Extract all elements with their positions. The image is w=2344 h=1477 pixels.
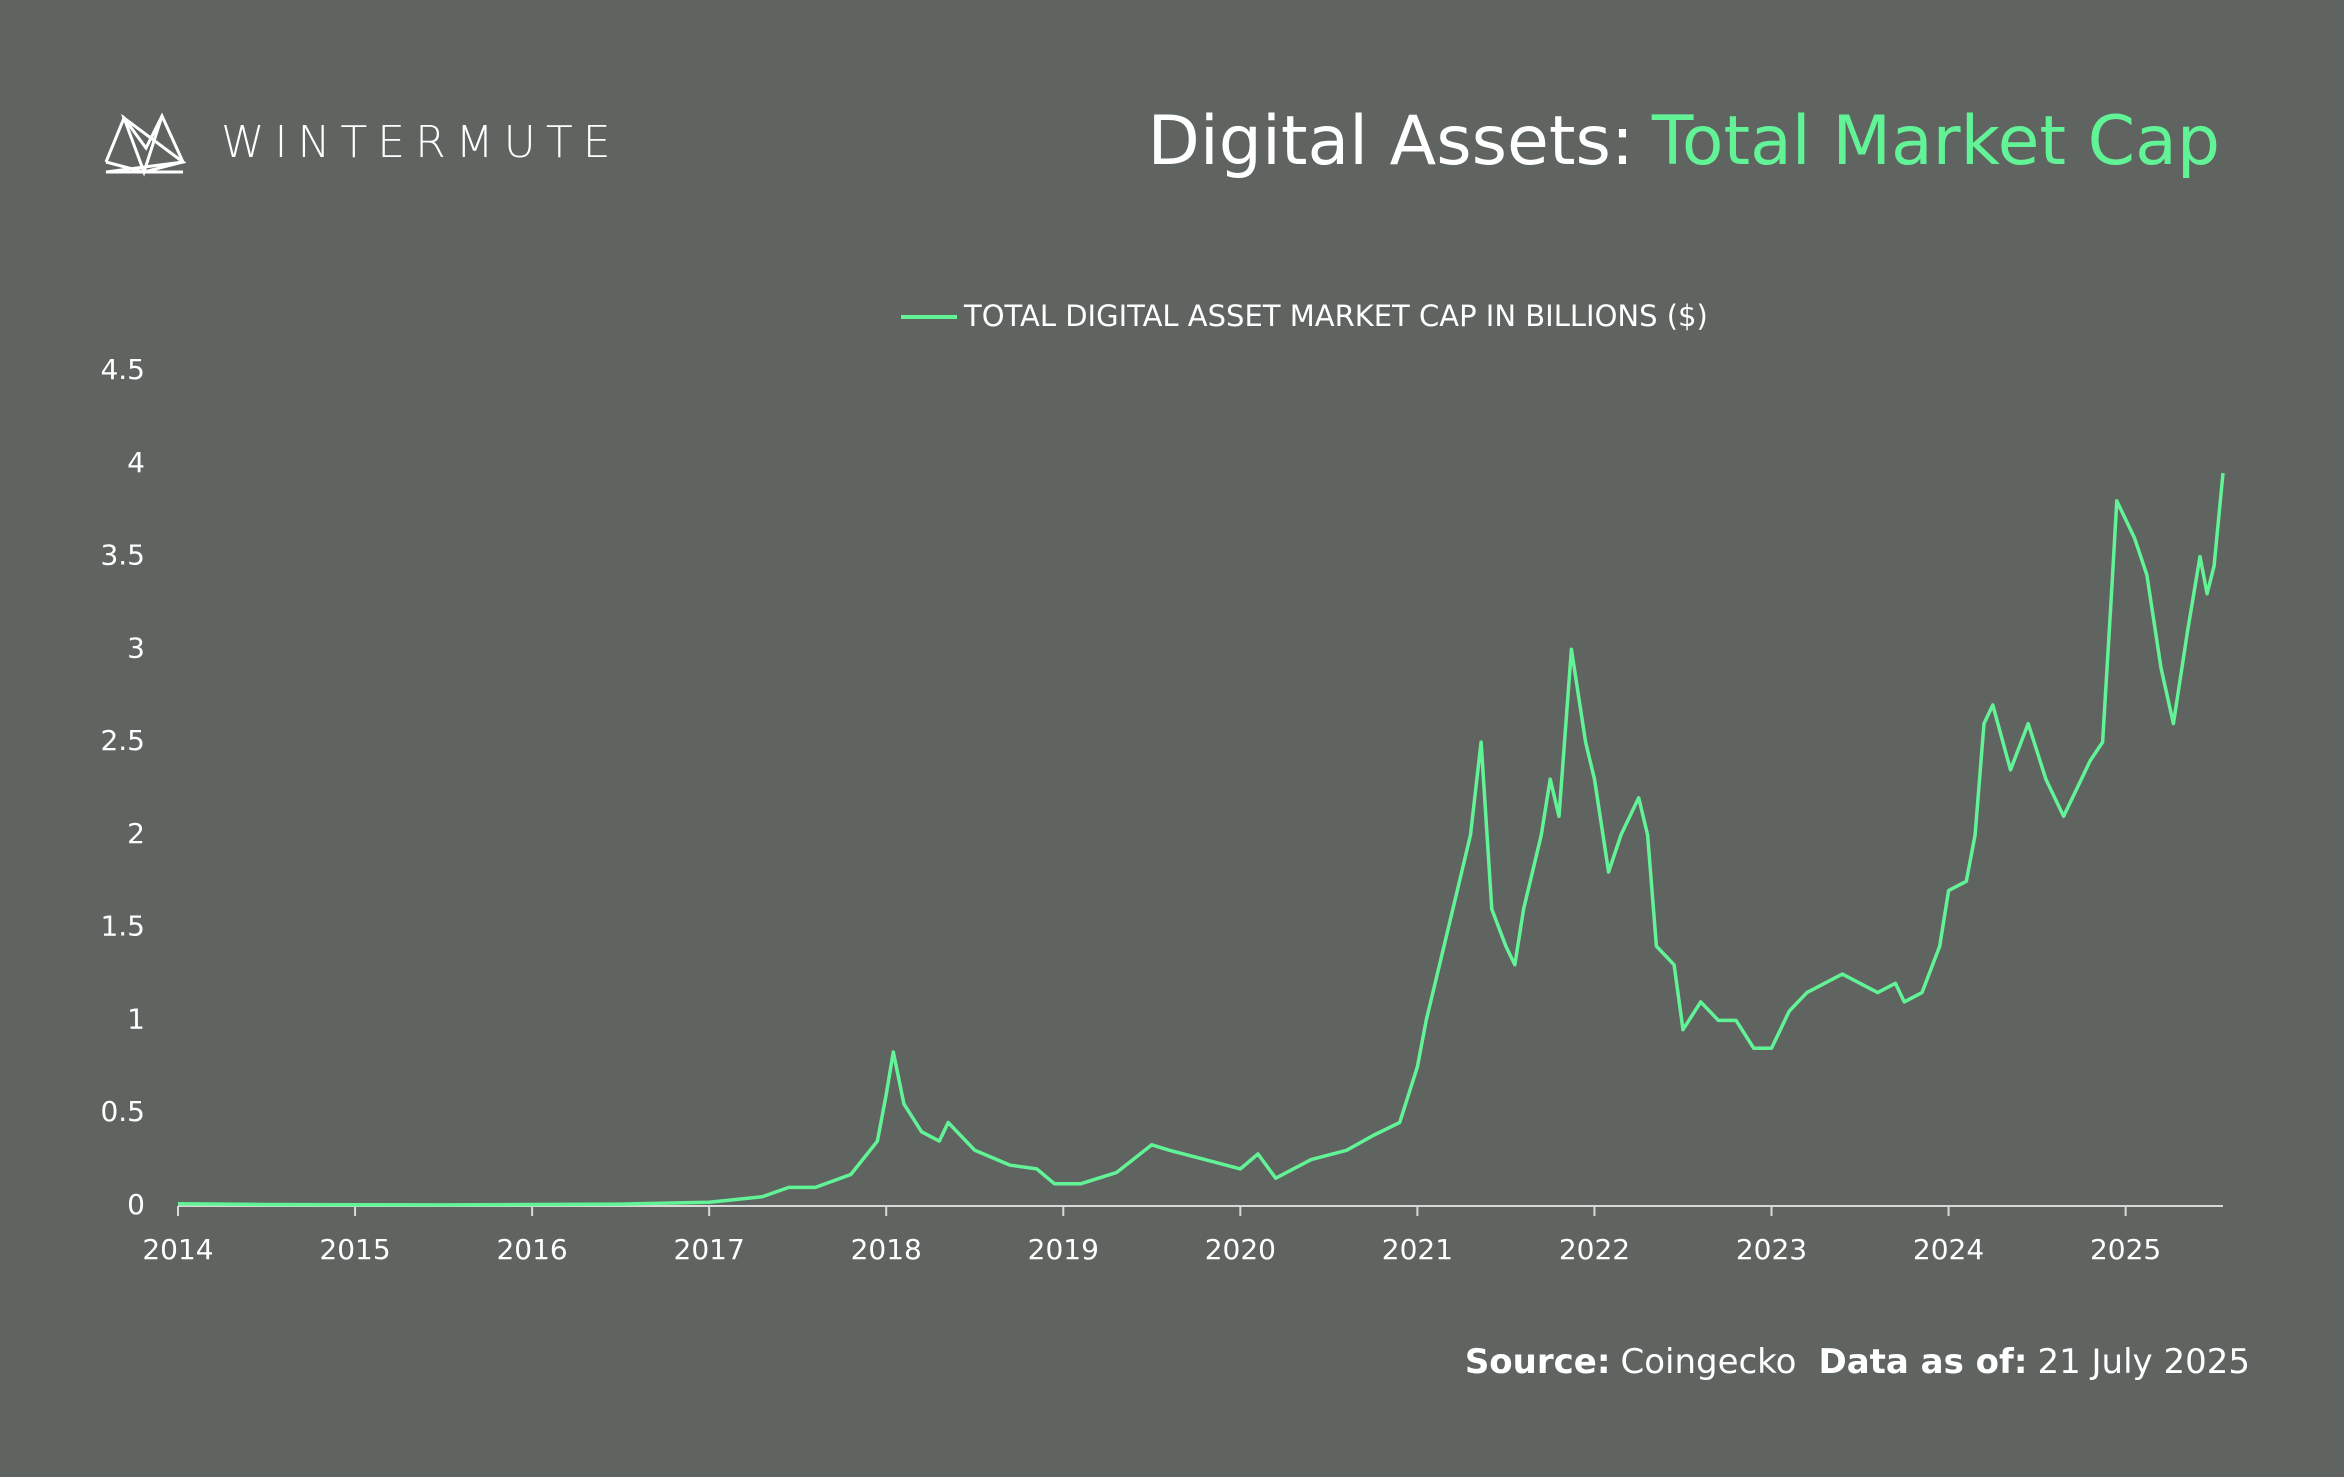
source-label: Source: [1465, 1342, 1611, 1382]
legend-label: TOTAL DIGITAL ASSET MARKET CAP IN BILLIO… [963, 299, 1708, 333]
y-tick-label: 2.5 [100, 724, 145, 757]
x-tick-label: 2023 [1736, 1233, 1807, 1266]
y-tick-label: 1.5 [100, 910, 145, 943]
title-highlight: Total Market Cap [1651, 102, 2220, 181]
chart-title: Digital Assets: Total Market Cap [1148, 102, 2220, 181]
x-tick-label: 2025 [2090, 1233, 2161, 1266]
x-tick-label: 2022 [1559, 1233, 1630, 1266]
y-tick-label: 0 [127, 1188, 145, 1221]
x-tick-label: 2016 [496, 1233, 567, 1266]
x-tick-label: 2021 [1382, 1233, 1453, 1266]
y-tick-label: 3.5 [100, 539, 145, 572]
logo-icon [104, 112, 187, 177]
x-tick-label: 2014 [142, 1233, 213, 1266]
y-tick-label: 3 [127, 631, 145, 664]
x-tick-label: 2017 [674, 1233, 745, 1266]
x-tick-label: 2020 [1205, 1233, 1276, 1266]
date: 21 July 2025 [2037, 1342, 2250, 1382]
source: Coingecko [1620, 1342, 1796, 1382]
x-tick-label: 2015 [319, 1233, 390, 1266]
x-tick-label: 2019 [1028, 1233, 1099, 1266]
x-tick-label: 2024 [1913, 1233, 1984, 1266]
y-tick-label: 4 [127, 446, 145, 479]
y-tick-label: 1 [127, 1002, 145, 1035]
date-label: Data as of: [1818, 1342, 2027, 1382]
y-tick-label: 4.5 [100, 353, 145, 386]
y-tick-label: 0.5 [100, 1095, 145, 1128]
brand: WINTERMUTE [221, 117, 621, 168]
y-tick-label: 2 [127, 817, 145, 850]
title: Digital Assets: [1148, 102, 1634, 181]
x-tick-label: 2018 [851, 1233, 922, 1266]
source-note: Source: Coingecko Data as of: 21 July 2025 [1465, 1342, 2250, 1382]
series-line [177, 472, 2225, 1207]
